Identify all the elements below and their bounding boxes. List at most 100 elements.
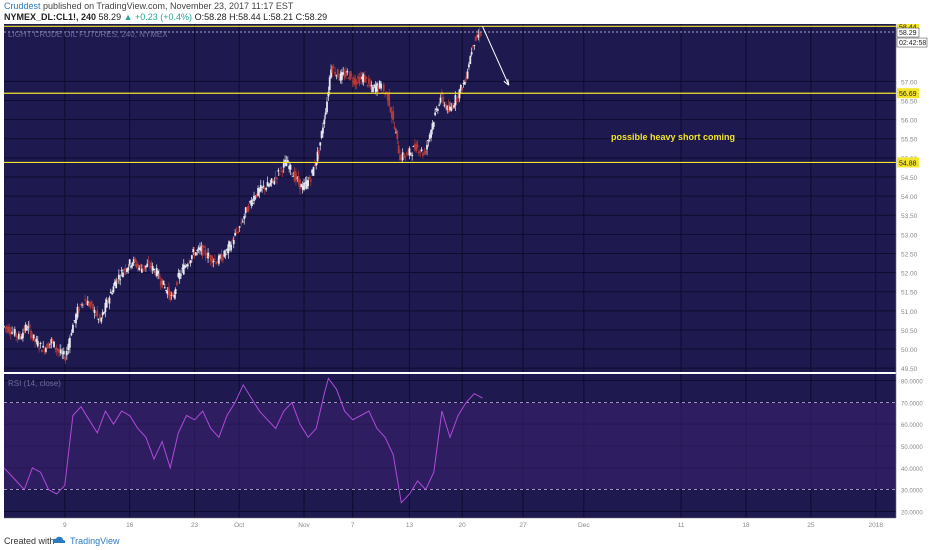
candle-body [366,85,369,87]
candle-body [270,178,273,184]
candle-body [76,306,79,318]
current-price-bg [896,27,920,38]
countdown-label: 02:42:58 [896,37,928,48]
candle-body [478,32,481,37]
symbol-name[interactable]: NYMEX_DL:CL1!, 240 [4,12,97,22]
candle-body [201,245,204,256]
candle-body [345,70,347,76]
candle-body [172,292,174,296]
chart-title: LIGHT CRUDE OIL FUTURES, 240, NYMEX [8,30,168,39]
candle-body [157,270,159,276]
candle-body [454,95,457,106]
annotation-text[interactable]: possible heavy short coming [611,132,735,142]
rsi-tick-label: 70.0000 [901,401,923,407]
candle-body [388,92,391,107]
price-axis-panel [896,24,932,530]
candle-body [427,140,430,142]
candle-series [3,26,482,364]
price-chart[interactable]: 57.0056.5056.0055.5055.0054.5054.0053.50… [0,24,932,530]
candle-body [372,86,374,92]
candle-body [9,332,12,335]
candle-body [226,249,228,251]
candle-body [200,246,203,252]
candle-body [465,76,468,80]
candle-body [165,290,168,292]
candle-body [22,332,24,339]
candle-body [195,252,197,256]
candle-body [446,105,449,111]
author-link[interactable]: Cruddest [4,1,41,11]
candle-body [419,151,422,153]
candle-body [90,302,93,304]
rsi-title: RSI (14, close) [8,379,61,388]
candle-body [101,312,104,316]
rsi-tick-label: 80.0000 [901,380,923,386]
candle-body [358,77,361,85]
candle-body [420,149,423,152]
candle-body [389,107,392,113]
price-tick-label: 57.00 [901,79,918,86]
candle-body [117,274,120,279]
candle-body [418,151,420,154]
candle-body [126,268,128,273]
horizontal-levels[interactable] [4,25,896,164]
candle-body [393,126,396,129]
candle-body [473,45,476,47]
rsi-tick-label: 20.0000 [901,510,923,516]
candle-body [244,207,247,213]
candle-body [190,255,193,259]
candle-body [105,299,108,308]
candle-body [216,261,219,264]
price-tick-label: 51.50 [901,290,918,297]
candle-body [349,71,351,80]
candle-body [403,154,405,158]
candle-body [424,151,427,153]
candle-body [68,337,71,348]
candle-body [65,351,68,356]
candle-body [463,81,466,85]
candle-body [472,45,474,48]
candle-body [130,265,132,268]
candle-body [265,187,268,190]
candle-body [266,182,269,187]
candle-body [305,180,308,189]
level-label-text: 56.69 [899,91,917,98]
candle-body [108,297,111,304]
candle-body [323,119,326,125]
candle-body [276,177,278,180]
candle-body [75,314,77,324]
time-tick-label: Nov [298,522,310,529]
candle-body [240,222,243,224]
candle-body [324,112,327,115]
level-label: 54.88 [897,157,919,168]
candle-body [124,267,127,271]
candle-body [203,246,205,248]
candle-body [162,280,165,285]
arrow-annotation[interactable] [481,26,510,86]
candle-body [445,104,447,110]
time-tick-label: 18 [742,522,750,529]
rsi-band [4,401,896,491]
candle-body [23,327,26,332]
candle-body [112,286,115,293]
candle-body [26,328,28,331]
candle-body [351,81,354,83]
candle-body [297,176,300,184]
candle-body [243,216,246,220]
candle-body [28,324,31,328]
candle-body [24,324,27,331]
candle-body [384,93,387,95]
candle-body [154,271,157,276]
candle-body [186,264,189,267]
candle-body [377,85,380,90]
tradingview-brand[interactable]: TradingView [70,536,120,546]
candle-body [167,287,170,296]
candle-body [469,56,472,65]
candle-body [407,151,410,153]
candle-body [274,176,277,178]
price-tick-label: 54.50 [901,175,918,182]
level-label-bg [897,88,919,99]
candle-body [470,52,473,55]
candle-body [176,282,178,285]
candle-body [254,197,257,199]
